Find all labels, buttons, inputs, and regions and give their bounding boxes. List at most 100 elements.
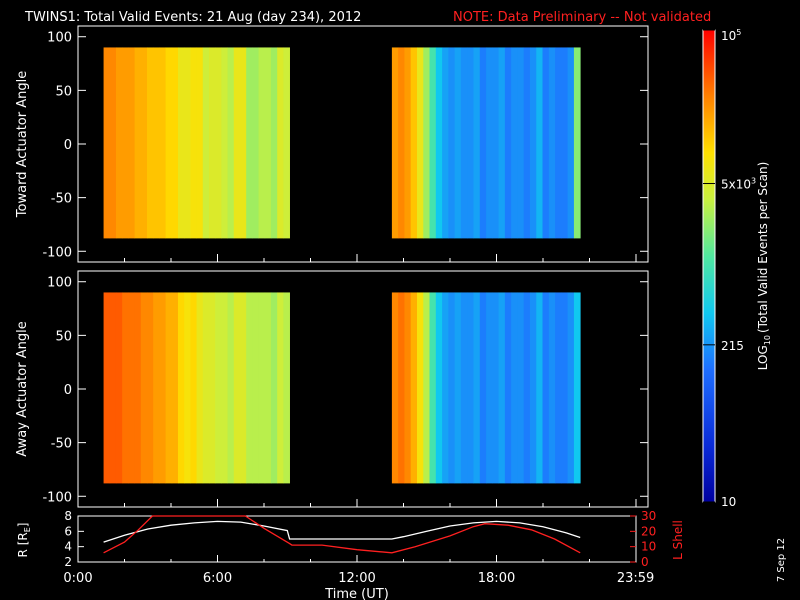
toward-cell: [115, 47, 123, 239]
toward-cell: [153, 47, 160, 239]
toward-cell: [140, 47, 148, 239]
orbit-ytick-label-right: 0: [641, 555, 649, 569]
toward-ytick-label: -50: [51, 192, 72, 207]
away-ytick-label: 50: [55, 329, 72, 344]
toward-cell: [208, 47, 216, 239]
away-cell: [492, 292, 499, 484]
toward-cell: [486, 47, 493, 239]
toward-cell: [103, 47, 111, 239]
toward-cell: [435, 47, 443, 239]
orbit-ytick-label-left: 6: [64, 524, 72, 538]
away-cell: [442, 292, 449, 484]
time-axis-label: Time (UT): [324, 587, 389, 600]
away-cell: [467, 292, 474, 484]
away-cell: [115, 292, 123, 484]
toward-cell: [473, 47, 481, 239]
orbit-ytick-label-left: 2: [64, 555, 72, 569]
orbit-series-lshell-line: [103, 515, 581, 554]
toward-cell: [171, 47, 179, 239]
toward-cell: [423, 47, 430, 239]
away-cell: [190, 292, 197, 484]
away-cell: [429, 292, 437, 484]
away-cell: [140, 292, 148, 484]
colorbar-tick-label: 105: [721, 28, 741, 43]
away-ytick-label: 0: [64, 383, 72, 398]
away-cell: [196, 292, 204, 484]
away-ytick-label: -100: [42, 490, 72, 505]
away-cell: [239, 292, 247, 484]
orbit-ytick-label-right: 30: [641, 509, 656, 523]
toward-cell: [529, 47, 537, 239]
toward-cell: [134, 47, 142, 239]
preliminary-note: NOTE: Data Preliminary -- Not validated: [453, 10, 711, 25]
away-cell: [567, 292, 575, 484]
orbit-ylabel-left: R [RE]: [16, 523, 32, 558]
colorbar-tick-label: 5x103: [721, 177, 756, 192]
toward-cell: [239, 47, 247, 239]
away-cell: [184, 292, 191, 484]
toward-cell: [109, 47, 117, 239]
away-cell: [542, 292, 550, 484]
toward-cell: [398, 47, 405, 239]
away-ytick-label: -50: [51, 437, 72, 452]
away-cell: [246, 292, 253, 484]
toward-cell: [410, 47, 418, 239]
toward-cell: [448, 47, 456, 239]
toward-cell: [391, 47, 399, 239]
away-cell: [258, 292, 266, 484]
away-cell: [277, 292, 284, 484]
away-cell: [134, 292, 142, 484]
toward-cell: [258, 47, 266, 239]
toward-cell: [404, 47, 412, 239]
toward-cell: [517, 47, 525, 239]
away-cell: [165, 292, 173, 484]
away-cell: [153, 292, 160, 484]
away-cell: [460, 292, 468, 484]
colorbar-label: LOG10(Total Valid Events per Scan): [756, 162, 772, 371]
toward-cell: [492, 47, 499, 239]
away-cell: [221, 292, 228, 484]
toward-ytick-label: 0: [64, 138, 72, 153]
away-cell: [416, 292, 424, 484]
away-cell: [435, 292, 443, 484]
colorbar-tick-label: 10: [721, 495, 736, 509]
toward-heatmap: -100 -50 0 50 100: [42, 31, 648, 262]
orbit-series-radius-line: [103, 520, 581, 543]
toward-cell: [460, 47, 468, 239]
away-cell: [511, 292, 518, 484]
toward-cell: [159, 47, 166, 239]
away-heatmap: -100 -50 0 50 100: [42, 276, 648, 507]
toward-cell: [504, 47, 512, 239]
away-cell: [548, 292, 556, 484]
date-stamp: 7 Sep 12: [776, 538, 787, 582]
toward-cell: [283, 47, 290, 239]
toward-cell: [479, 47, 487, 239]
away-cell: [128, 292, 135, 484]
away-cell: [561, 292, 569, 484]
away-cell: [270, 292, 278, 484]
toward-cell: [146, 47, 154, 239]
away-cell: [536, 292, 543, 484]
away-cell: [146, 292, 154, 484]
toward-cell: [277, 47, 284, 239]
toward-cell: [542, 47, 550, 239]
away-cell: [391, 292, 399, 484]
toward-cell: [165, 47, 173, 239]
away-cell: [122, 292, 129, 484]
toward-cell: [177, 47, 185, 239]
toward-cell: [184, 47, 191, 239]
colorbar-ticks: 10 215 5x103 105: [703, 28, 756, 509]
away-cell: [252, 292, 259, 484]
away-cell: [555, 292, 562, 484]
time-tick-label: 6:00: [203, 571, 232, 586]
toward-ytick-label: 50: [55, 84, 72, 99]
away-cell: [423, 292, 430, 484]
toward-cell: [561, 47, 569, 239]
away-cell: [103, 292, 111, 484]
toward-cell: [429, 47, 437, 239]
away-cell: [454, 292, 462, 484]
orbit-ytick-label-right: 10: [641, 540, 656, 554]
away-cell: [529, 292, 537, 484]
toward-cell: [555, 47, 562, 239]
